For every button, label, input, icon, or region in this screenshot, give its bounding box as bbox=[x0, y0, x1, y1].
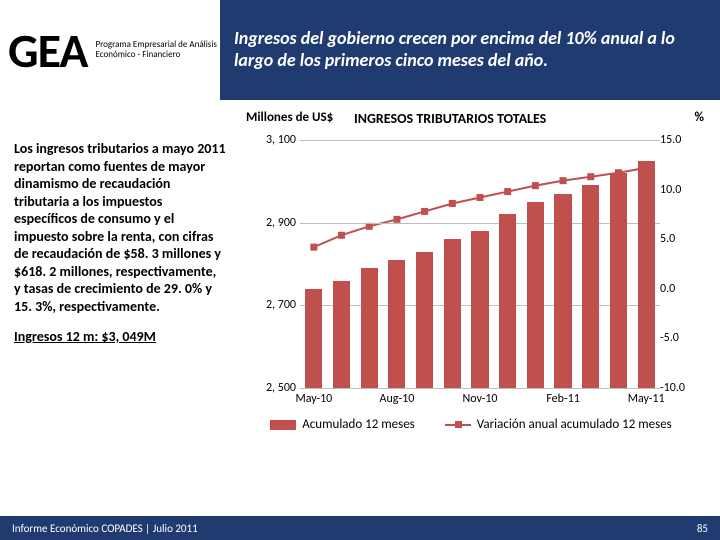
footer: Informe Económico COPADES | Julio 2011 8… bbox=[0, 516, 720, 540]
headline-bar: Ingresos del gobierno crecen por encima … bbox=[220, 0, 720, 100]
plot-area bbox=[300, 140, 660, 388]
bar bbox=[499, 214, 516, 388]
kpi-value: Ingresos 12 m: $3, 049M bbox=[14, 328, 156, 345]
bar bbox=[638, 161, 655, 388]
y-left-tick-label: 3, 100 bbox=[246, 133, 296, 147]
legend-line-label: Variación anual acumulado 12 meses bbox=[477, 417, 672, 432]
page: GEA Programa Empresarial de Análisis Eco… bbox=[0, 0, 720, 540]
y-right-tick-label: 0.0 bbox=[660, 282, 696, 296]
gridline bbox=[300, 140, 660, 141]
line-marker bbox=[339, 232, 345, 238]
x-tick-label: May-11 bbox=[628, 392, 665, 406]
headline-text: Ingresos del gobierno crecen por encima … bbox=[234, 28, 706, 71]
bar bbox=[471, 231, 488, 388]
x-tick-label: Feb-11 bbox=[546, 392, 579, 406]
line-marker bbox=[366, 223, 372, 229]
bar bbox=[416, 252, 433, 388]
bar bbox=[333, 281, 350, 388]
logo: GEA bbox=[8, 21, 88, 80]
chart-titles: Millones de US$ INGRESOS TRIBUTARIOS TOT… bbox=[246, 108, 710, 130]
bar bbox=[582, 185, 599, 388]
bar bbox=[610, 173, 627, 388]
y-left-tick-label: 2, 700 bbox=[246, 298, 296, 312]
bar bbox=[361, 268, 378, 388]
header-left: GEA Programa Empresarial de Análisis Eco… bbox=[0, 0, 220, 100]
legend-bar-label: Acumulado 12 meses bbox=[302, 417, 415, 432]
bar bbox=[305, 289, 322, 388]
line-marker bbox=[422, 208, 428, 214]
bar bbox=[388, 260, 405, 388]
y-left-tick-label: 2, 500 bbox=[246, 381, 296, 395]
bar bbox=[554, 194, 571, 388]
bar bbox=[444, 239, 461, 388]
x-tick-label: Aug-10 bbox=[380, 392, 415, 406]
x-tick-label: Nov-10 bbox=[462, 392, 497, 406]
program-label: Programa Empresarial de Análisis Económi… bbox=[96, 40, 221, 60]
footer-left: Informe Económico COPADES | Julio 2011 bbox=[12, 522, 198, 535]
y-right-tick-label: 15.0 bbox=[660, 133, 696, 147]
chart-area: Millones de US$ INGRESOS TRIBUTARIOS TOT… bbox=[240, 100, 720, 500]
header: GEA Programa Empresarial de Análisis Eco… bbox=[0, 0, 720, 100]
line-marker bbox=[588, 174, 594, 180]
y-right-tick-label: 5.0 bbox=[660, 232, 696, 246]
line-marker bbox=[505, 189, 511, 195]
y-right-tick-label: -5.0 bbox=[660, 331, 696, 345]
y-right-tick-label: -10.0 bbox=[660, 381, 696, 395]
swatch-bar-icon bbox=[270, 420, 296, 430]
legend-bar: Acumulado 12 meses bbox=[270, 417, 415, 432]
chart-title: INGRESOS TRIBUTARIOS TOTALES bbox=[354, 110, 546, 127]
swatch-line-icon bbox=[445, 424, 471, 426]
line-marker bbox=[477, 195, 483, 201]
line-marker bbox=[394, 216, 400, 222]
footer-page-number: 85 bbox=[697, 522, 708, 535]
line-marker bbox=[532, 183, 538, 189]
x-tick-label: May-10 bbox=[295, 392, 332, 406]
y-right-tick-label: 10.0 bbox=[660, 183, 696, 197]
gridline bbox=[300, 223, 660, 224]
chart: Acumulado 12 meses Variación anual acumu… bbox=[246, 132, 696, 432]
y-right-title: % bbox=[695, 110, 704, 125]
sidebar-paragraph: Los ingresos tributarios a mayo 2011 rep… bbox=[14, 140, 226, 315]
kpi-wrap: Ingresos 12 m: $3, 049M bbox=[14, 327, 226, 346]
legend-line: Variación anual acumulado 12 meses bbox=[445, 417, 672, 432]
line-marker bbox=[311, 244, 317, 250]
sidebar: Los ingresos tributarios a mayo 2011 rep… bbox=[0, 100, 240, 500]
bar bbox=[527, 202, 544, 388]
y-left-tick-label: 2, 900 bbox=[246, 216, 296, 230]
y-left-title: Millones de US$ bbox=[246, 110, 333, 125]
line-marker bbox=[560, 178, 566, 184]
gridline bbox=[300, 388, 660, 389]
legend: Acumulado 12 meses Variación anual acumu… bbox=[246, 417, 696, 432]
body: Los ingresos tributarios a mayo 2011 rep… bbox=[0, 100, 720, 500]
line-marker bbox=[449, 200, 455, 206]
